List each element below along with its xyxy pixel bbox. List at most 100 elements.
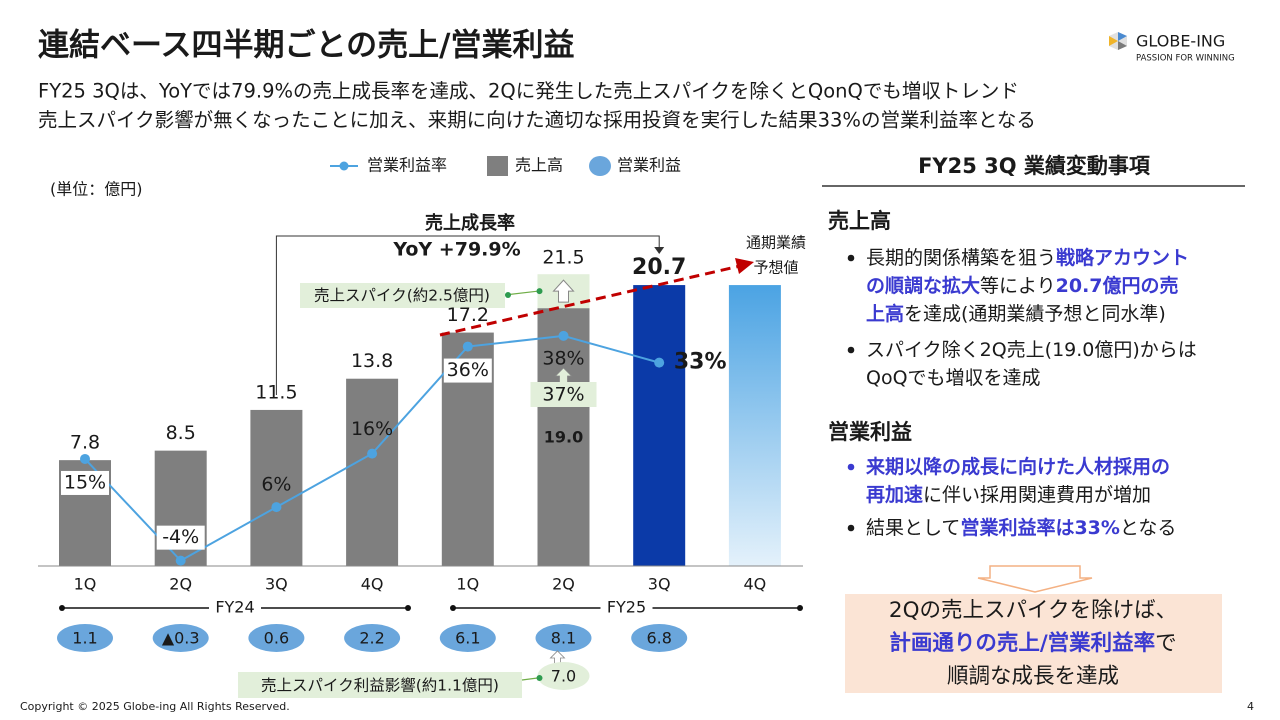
- growth-value: YoY +79.9%: [392, 239, 520, 261]
- bullet: [847, 254, 855, 262]
- forecast-label: 予想値: [753, 259, 798, 277]
- section-heading: 営業利益: [828, 420, 912, 444]
- profit-label: 0.6: [264, 629, 289, 648]
- profit-label: 6.8: [646, 629, 671, 648]
- forecast-label: 通期業績: [746, 234, 806, 252]
- margin-label-bg: [156, 525, 205, 550]
- x-tick-label: 3Q: [648, 575, 671, 594]
- panel-text: 来期以降の成長に向けた人材採用の: [866, 455, 1170, 478]
- x-tick-label: 3Q: [265, 575, 288, 594]
- text-segment: 再加速: [866, 483, 923, 506]
- bullet: [847, 524, 855, 532]
- bar: [537, 308, 590, 566]
- margin-label: 15%: [64, 471, 106, 493]
- text-segment: で: [1155, 631, 1177, 656]
- text-segment: スパイク除く2Q売上(19.0億円)からは: [866, 339, 1197, 361]
- text-segment: 20.7億円の売: [1056, 274, 1179, 297]
- profit-note: 売上スパイク利益影響(約1.1億円): [261, 677, 499, 695]
- x-tick-label: 2Q: [169, 575, 192, 594]
- forecast-arrow: [439, 264, 741, 337]
- margin-ex-spike-box: [530, 382, 597, 407]
- profit-marker: [344, 624, 401, 652]
- spike-note-box: [300, 283, 505, 308]
- bar: [346, 378, 399, 566]
- x-tick-label: 1Q: [74, 575, 97, 594]
- panel-text: スパイク除く2Q売上(19.0億円)からは: [866, 339, 1197, 361]
- profit-connector: [521, 677, 538, 681]
- panel-title: FY25 3Q 業績変動事項: [918, 154, 1151, 178]
- margin-label: 16%: [351, 418, 393, 440]
- text-segment: を達成(通期業績予想と同水準): [904, 303, 1166, 325]
- profit-label: 6.1: [455, 629, 480, 648]
- profit-marker: [439, 624, 496, 652]
- group-label-bg: [600, 598, 653, 618]
- bracket: [275, 235, 660, 395]
- bar-label: 13.8: [351, 350, 393, 372]
- margin-label: 33%: [674, 350, 727, 375]
- x-tick-label: 2Q: [552, 575, 575, 594]
- panel-text: 計画通りの売上/営業利益率で: [889, 630, 1176, 656]
- section-heading: 売上高: [828, 209, 891, 233]
- text-segment: 等により: [980, 275, 1056, 297]
- margin-dot: [558, 330, 569, 341]
- connector-dot: [536, 675, 543, 681]
- group-end: [59, 605, 65, 611]
- panel-text: 2Qの売上スパイクを除けば、: [889, 598, 1177, 623]
- text-segment: 営業利益率は33%: [960, 516, 1119, 539]
- legend-label: 営業利益: [617, 156, 681, 175]
- panel-text: の順調な拡大等により20.7億円の売: [866, 274, 1179, 297]
- logo-tagline: PASSION FOR WINNING: [1136, 54, 1235, 64]
- title: 連結ベース四半期ごとの売上/営業利益: [38, 28, 574, 64]
- bar-label: 17.2: [447, 304, 489, 326]
- x-tick-label: 4Q: [744, 575, 767, 594]
- text-segment: 2Qの売上スパイクを除けば、: [889, 598, 1177, 623]
- margin-label: 36%: [447, 359, 489, 381]
- text-segment: 結果として: [866, 517, 960, 539]
- bracket-arrow: [654, 247, 665, 254]
- panel-text: 再加速に伴い採用関連費用が増加: [866, 483, 1151, 506]
- profit-marker: [535, 624, 592, 652]
- legend-label: 売上高: [515, 156, 563, 175]
- profit-marker: [57, 624, 113, 652]
- bar-label: 11.5: [255, 381, 297, 403]
- bullet: [847, 346, 855, 354]
- panel-text: 上高を達成(通期業績予想と同水準): [866, 302, 1166, 325]
- text-segment: 来期以降の成長に向けた人材採用の: [866, 455, 1170, 478]
- panel-text: 結果として営業利益率は33%となる: [866, 516, 1176, 539]
- group-end: [450, 605, 456, 611]
- legend-label: 営業利益率: [367, 156, 447, 175]
- copyright: Copyright © 2025 Globe-ing All Rights Re…: [20, 700, 290, 713]
- down-arrow: [977, 565, 1093, 593]
- spike-total-label: 21.5: [542, 247, 584, 269]
- growth-title: 売上成長率: [425, 212, 515, 234]
- bar: [633, 285, 686, 566]
- bullet: [847, 463, 855, 471]
- text-segment: の順調な拡大: [866, 274, 980, 297]
- forecast-bar: [728, 285, 781, 566]
- text-segment: 戦略アカウント: [1056, 246, 1189, 269]
- margin-label: 38%: [542, 347, 584, 369]
- margin-dot: [462, 341, 473, 352]
- panel-text: QoQでも増収を達成: [866, 367, 1041, 389]
- text-segment: QoQでも増収を達成: [866, 367, 1041, 389]
- margin-arrow: [554, 367, 573, 384]
- connector-dot: [536, 288, 543, 295]
- margin-dot: [654, 357, 665, 368]
- text-segment: 計画通りの売上/営業利益率: [889, 630, 1155, 656]
- logo-icon: [1109, 32, 1127, 50]
- forecast-arrowhead: [735, 258, 754, 274]
- text-segment: 上高: [866, 302, 904, 325]
- x-tick-label: 1Q: [456, 575, 479, 594]
- margin-label-bg: [443, 358, 492, 383]
- subtitle: FY25 3Qは、YoYでは79.9%の売上成長率を達成、2Qに発生した売上スパ…: [38, 80, 1019, 103]
- profit-note-box: [238, 672, 522, 698]
- subtitle: 売上スパイク影響が無くなったことに加え、来期に向けた適切な採用投資を実行した結果…: [38, 109, 1036, 132]
- profit-marker: [152, 624, 209, 652]
- panel-text: 順調な成長を達成: [947, 664, 1119, 689]
- bar-label: 8.5: [166, 422, 196, 444]
- margin-ex-spike-label: 37%: [542, 384, 584, 406]
- margin-label: 6%: [261, 474, 291, 496]
- group-label: FY25: [607, 598, 646, 617]
- x-tick-label: 4Q: [361, 575, 384, 594]
